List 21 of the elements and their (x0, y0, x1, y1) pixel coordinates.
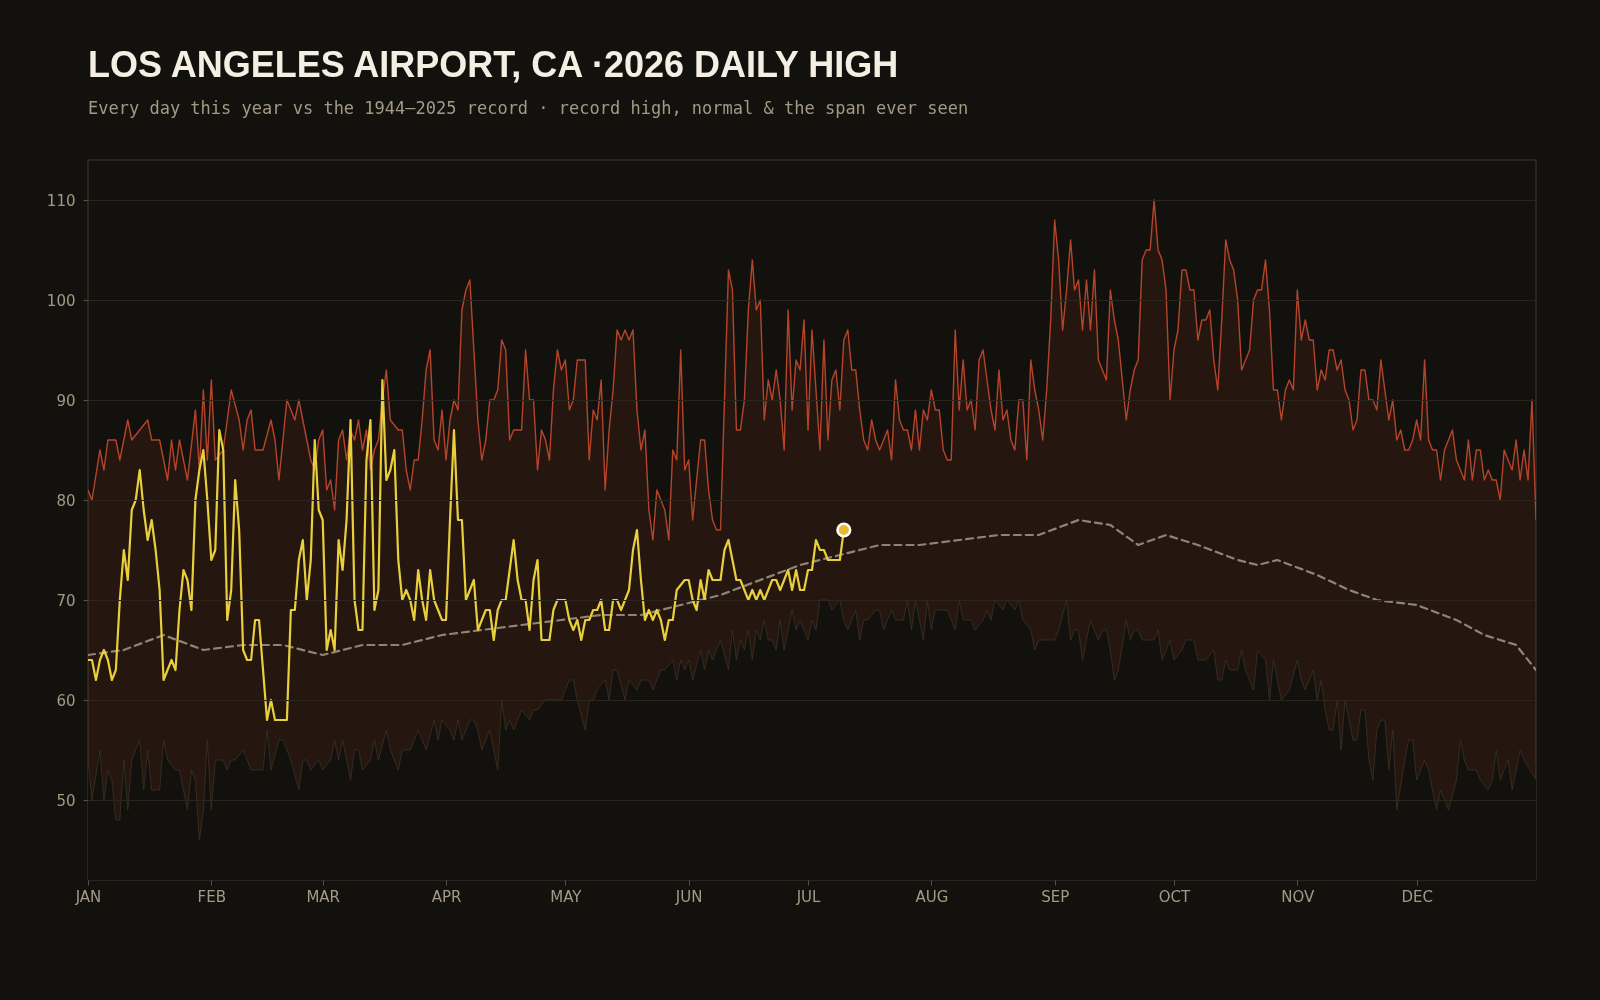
y-tick-label: 110 (46, 191, 76, 210)
x-tick-label: FEB (197, 887, 227, 906)
x-tick-label: JAN (74, 887, 102, 906)
y-tick-label: 50 (56, 791, 76, 810)
x-tick-label: JUN (674, 887, 703, 906)
y-tick-label: 60 (56, 691, 76, 710)
y-tick-label: 70 (56, 591, 76, 610)
x-tick-label: MAY (550, 887, 583, 906)
y-tick-label: 100 (46, 291, 76, 310)
x-tick-label: SEP (1041, 887, 1070, 906)
x-tick-label: APR (431, 887, 462, 906)
x-tick-label: DEC (1401, 887, 1433, 906)
y-tick-label: 80 (56, 491, 76, 510)
chart-title: LOS ANGELES AIRPORT, CA ·2026 DAILY HIGH (88, 44, 899, 85)
chart-subtitle: Every day this year vs the 1944–2025 record · record high, normal & the span ever seen (88, 98, 969, 118)
x-tick-label: OCT (1158, 887, 1192, 906)
x-tick-label: AUG (915, 887, 949, 906)
x-tick-label: JUL (795, 887, 822, 906)
y-tick-label: 90 (56, 391, 76, 410)
x-tick-label: NOV (1281, 887, 1316, 906)
x-tick-label: MAR (306, 887, 341, 906)
